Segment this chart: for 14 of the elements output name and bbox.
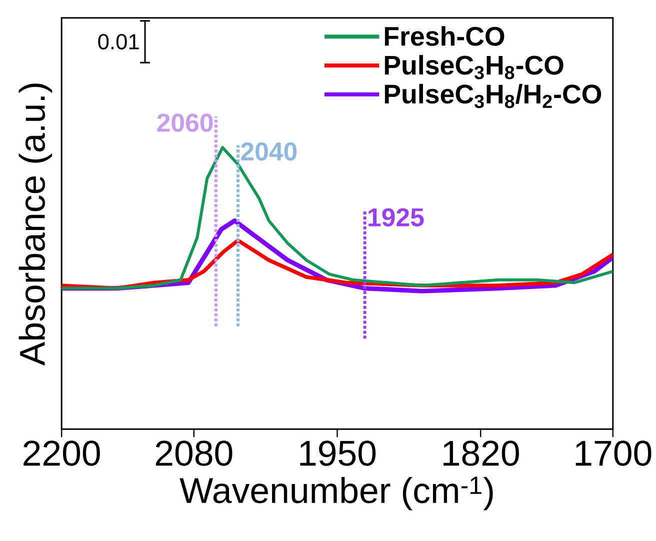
text: 0.01 — [98, 34, 139, 50]
ref-line-label: 1925 — [368, 208, 424, 226]
x-tick-label: 1700 — [576, 440, 652, 466]
ref-line-label: 2040 — [241, 142, 297, 160]
text: PulseC$_{3}$H$_{8}$-CO — [384, 54, 564, 80]
x-tick-label: 1950 — [300, 440, 376, 466]
x-tick-label: 1820 — [444, 440, 519, 466]
x-axis-title: Wavenumber (cm$^{-1}$) — [180, 476, 493, 510]
x-tick-label: 2080 — [156, 440, 232, 466]
text: PulseC$_{3}$H$_{8}$/H$_{2}$-CO — [384, 84, 602, 108]
ref-line-label: 2060 — [157, 113, 213, 132]
legend-label: Fresh-CO — [384, 26, 504, 46]
y-axis-title: Absorbance (a.u.) — [18, 83, 52, 366]
x-tick-label: 2200 — [24, 440, 100, 466]
